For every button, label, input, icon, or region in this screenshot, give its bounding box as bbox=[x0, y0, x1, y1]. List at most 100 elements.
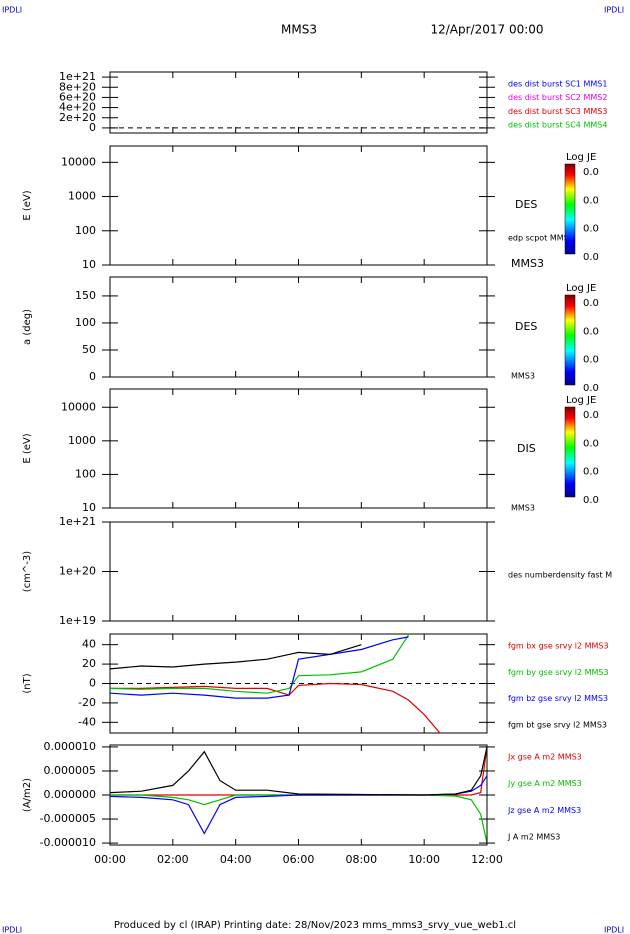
series-line bbox=[110, 644, 362, 670]
x-tick-label: 02:00 bbox=[157, 853, 189, 866]
x-tick-label: 12:00 bbox=[471, 853, 503, 866]
colorbar-label: 0.0 bbox=[583, 224, 599, 235]
y-axis-label: a (deg) bbox=[22, 309, 33, 345]
series-line bbox=[110, 636, 409, 699]
legend-entry: fgm bt gse srvy l2 MMS3 bbox=[508, 721, 607, 730]
colorbar bbox=[564, 294, 576, 386]
panel-frame bbox=[109, 71, 488, 134]
annotation: MMS3 bbox=[511, 504, 535, 513]
series-line bbox=[110, 775, 487, 835]
colorbar-label: 0.0 bbox=[583, 495, 599, 506]
legend-entry: fgm bx gse srvy l2 MMS3 bbox=[508, 642, 609, 651]
corner-text: IPDLI bbox=[604, 926, 624, 934]
y-tick-label: 10 bbox=[82, 501, 96, 514]
y-tick-label: 6e+20 bbox=[59, 90, 96, 103]
y-tick-label: -0.000010 bbox=[40, 836, 96, 849]
colorbar-label: 0.0 bbox=[583, 355, 599, 366]
y-tick-label: 10 bbox=[82, 258, 96, 271]
y-tick-label: 1e+21 bbox=[59, 515, 96, 528]
corner-text: IPDLI bbox=[2, 6, 22, 15]
y-tick-label: 2e+20 bbox=[59, 111, 96, 124]
y-tick-label: 150 bbox=[75, 289, 96, 302]
y-tick-label: 1000 bbox=[68, 190, 96, 203]
annotation: DIS bbox=[517, 442, 536, 455]
legend-entry: fgm by gse srvy l2 MMS3 bbox=[508, 668, 609, 677]
series-line bbox=[110, 794, 487, 844]
colorbar-label: 0.0 bbox=[583, 195, 599, 206]
annotation: MMS3 bbox=[511, 372, 535, 381]
series-line bbox=[110, 634, 410, 694]
colorbar-label: 0.0 bbox=[583, 410, 599, 421]
y-tick-label: 50 bbox=[82, 343, 96, 356]
colorbar-label: 0.0 bbox=[583, 167, 599, 178]
y-tick-label: 40 bbox=[82, 638, 96, 651]
y-axis-label: (cm^-3) bbox=[22, 551, 33, 592]
y-tick-label: 8e+20 bbox=[59, 80, 96, 93]
y-tick-label: 0 bbox=[89, 677, 96, 690]
x-tick-label: 06:00 bbox=[283, 853, 315, 866]
title: MMS3 bbox=[281, 23, 317, 37]
legend-entry: des dist burst SC1 MMS1 bbox=[508, 80, 607, 89]
legend-entry: des dist burst SC2 MMS2 bbox=[508, 93, 607, 102]
y-tick-label: 20 bbox=[82, 657, 96, 670]
legend-entry: Jz gse A m2 MMS3 bbox=[507, 806, 581, 815]
x-tick-label: 08:00 bbox=[345, 853, 377, 866]
colorbar-label: 0.0 bbox=[583, 252, 599, 263]
date: 12/Apr/2017 00:00 bbox=[430, 23, 543, 37]
y-tick-label: 100 bbox=[75, 316, 96, 329]
panel-frame bbox=[109, 521, 488, 622]
legend-entry: fgm bz gse srvy l2 MMS3 bbox=[508, 694, 608, 703]
colorbar-label: 0.0 bbox=[583, 467, 599, 478]
y-tick-label: 100 bbox=[75, 224, 96, 237]
y-tick-label: 1e+21 bbox=[59, 70, 96, 83]
panel-frame bbox=[109, 388, 488, 509]
y-tick-label: -40 bbox=[78, 715, 96, 728]
annotation: MMS3 bbox=[511, 257, 544, 270]
annotation: DES bbox=[515, 320, 537, 333]
footer: Produced by cl (IRAP) Printing date: 28/… bbox=[114, 920, 516, 931]
x-tick-label: 00:00 bbox=[94, 853, 126, 866]
x-tick-label: 04:00 bbox=[220, 853, 252, 866]
colorbar-title: Log JE bbox=[566, 152, 596, 163]
y-tick-label: 10000 bbox=[61, 400, 96, 413]
series-line bbox=[110, 746, 487, 796]
y-tick-label: 1000 bbox=[68, 434, 96, 447]
series-line bbox=[110, 682, 441, 733]
y-tick-label: 4e+20 bbox=[59, 101, 96, 114]
legend-entry: Jx gse A m2 MMS3 bbox=[507, 753, 582, 762]
legend-entry: des dist burst SC4 MMS4 bbox=[508, 121, 607, 130]
y-tick-label: 1e+19 bbox=[59, 614, 96, 627]
colorbar-title: Log JE bbox=[566, 283, 596, 294]
y-tick-label: 0.000005 bbox=[44, 764, 97, 777]
y-axis-label: E (eV) bbox=[22, 433, 33, 463]
annotation: des numberdensity fast M bbox=[508, 571, 612, 580]
legend-entry: Jy gse A m2 MMS3 bbox=[507, 779, 582, 788]
y-tick-label: 0 bbox=[89, 121, 96, 134]
y-tick-label: -20 bbox=[78, 696, 96, 709]
corner-text: IPDLI bbox=[604, 6, 624, 15]
y-tick-label: 100 bbox=[75, 467, 96, 480]
annotation: DES bbox=[515, 198, 537, 211]
y-axis-label: (nT) bbox=[22, 673, 33, 693]
legend-entry: des dist burst SC3 MMS3 bbox=[508, 107, 607, 116]
colorbar-label: 0.0 bbox=[583, 438, 599, 449]
legend-entry: J A m2 MMS3 bbox=[507, 833, 560, 842]
series-line bbox=[110, 746, 487, 796]
y-tick-label: 0.000000 bbox=[44, 788, 97, 801]
panel-frame bbox=[109, 276, 488, 378]
y-tick-label: 0 bbox=[89, 370, 96, 383]
annotation: edp scpot MMS3 bbox=[508, 234, 574, 243]
y-tick-label: 10000 bbox=[61, 155, 96, 168]
y-tick-label: 0.000010 bbox=[44, 740, 97, 753]
corner-text: IPDLI bbox=[2, 926, 22, 934]
colorbar bbox=[564, 406, 576, 498]
y-tick-label: 1e+20 bbox=[59, 565, 96, 578]
x-tick-label: 10:00 bbox=[408, 853, 440, 866]
colorbar-label: 0.0 bbox=[583, 298, 599, 309]
colorbar bbox=[564, 163, 576, 255]
colorbar-title: Log JE bbox=[566, 395, 596, 406]
y-axis-label: (A/m2) bbox=[22, 778, 33, 812]
y-tick-label: -0.000005 bbox=[40, 812, 96, 825]
colorbar-label: 0.0 bbox=[583, 383, 599, 394]
